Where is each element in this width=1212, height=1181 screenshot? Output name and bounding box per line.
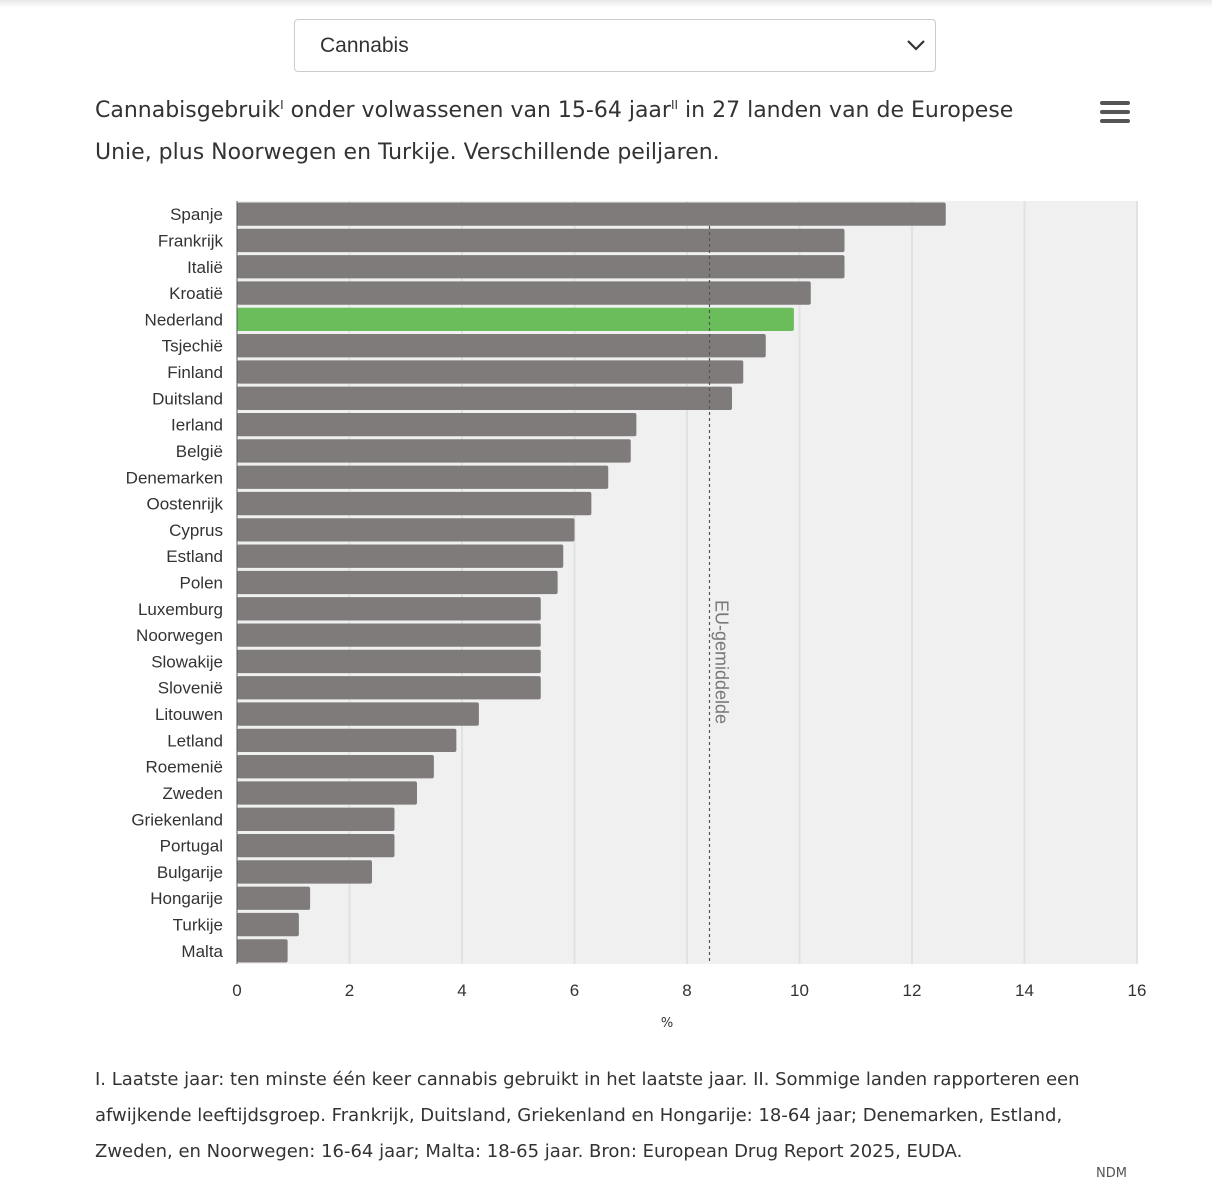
bar-chart: 0 2 4 6 8 10 12 14 16% Spanje Frankrijk Italië Kroat… xyxy=(126,201,1147,1031)
footnote: I. Laatste jaar: ten minste één keer can… xyxy=(95,1069,1080,1162)
category-label: Slovenië xyxy=(158,679,223,698)
bar-noorwegen xyxy=(237,623,541,647)
category-label: Hongarije xyxy=(150,889,223,908)
category-label: Zweden xyxy=(163,784,223,803)
bar-slowakije xyxy=(237,649,541,674)
category-label: Griekenland xyxy=(131,810,223,829)
bar-tsjechië xyxy=(237,334,766,358)
category-label: Litouwen xyxy=(155,705,223,724)
bar-oostenrijk xyxy=(237,491,592,516)
x-tick-label: 0 xyxy=(232,981,241,1000)
bar-roemenië xyxy=(237,755,434,779)
category-label: Italië xyxy=(187,258,223,277)
category-label: Tsjechië xyxy=(162,337,223,356)
bar-portugal xyxy=(237,833,395,858)
category-label: Denemarken xyxy=(126,468,223,487)
credit: NDM xyxy=(1096,1166,1127,1181)
x-tick-label: 6 xyxy=(570,981,579,1000)
category-label: België xyxy=(176,442,223,461)
substance-select[interactable]: Cannabis xyxy=(294,19,936,72)
bar-griekenland xyxy=(237,807,395,831)
category-label: Roemenië xyxy=(146,758,224,777)
bar-finland xyxy=(237,360,744,384)
substance-select-value: Cannabis xyxy=(320,33,409,57)
eu-average-label: EU-gemiddelde xyxy=(712,600,732,724)
bar-frankrijk xyxy=(237,228,845,253)
x-tick-label: 12 xyxy=(903,981,922,1000)
bar-estland xyxy=(237,544,564,568)
x-tick-label: 16 xyxy=(1128,981,1147,1000)
bar-letland xyxy=(237,728,457,753)
bar-zweden xyxy=(237,781,417,805)
category-label: Kroatië xyxy=(169,284,223,303)
bar-ierland xyxy=(237,412,637,437)
bar-malta xyxy=(237,939,288,963)
category-label: Cyprus xyxy=(169,521,223,540)
bar-polen xyxy=(237,570,558,595)
category-label: Malta xyxy=(181,942,223,961)
category-label: Estland xyxy=(166,547,223,566)
bar-denemarken xyxy=(237,465,609,489)
top-shadow xyxy=(0,0,1212,8)
bar-nederland xyxy=(237,307,794,332)
category-label: Duitsland xyxy=(152,389,223,408)
category-label: Noorwegen xyxy=(136,626,223,645)
bar-litouwen xyxy=(237,702,479,726)
category-label: Portugal xyxy=(160,837,223,856)
category-label: Ierland xyxy=(171,416,223,435)
category-label: Letland xyxy=(167,731,223,750)
bar-italië xyxy=(237,255,845,279)
category-label: Frankrijk xyxy=(158,231,224,250)
category-label: Polen xyxy=(180,574,223,593)
chart-title: CannabisgebruikI onder volwassenen van 1… xyxy=(95,98,1014,165)
x-tick-label: 8 xyxy=(682,981,691,1000)
category-label: Luxemburg xyxy=(138,600,223,619)
bar-hongarije xyxy=(237,886,311,910)
category-label: Slowakije xyxy=(151,652,223,671)
bar-spanje xyxy=(237,202,946,226)
x-axis-label: % xyxy=(661,1016,673,1031)
bar-bulgarije xyxy=(237,860,372,884)
category-label: Finland xyxy=(167,363,223,382)
bar-belgië xyxy=(237,439,631,463)
category-label: Oostenrijk xyxy=(146,495,223,514)
bar-slovenië xyxy=(237,676,541,700)
hamburger-menu-icon[interactable] xyxy=(1100,101,1130,125)
bar-luxemburg xyxy=(237,597,541,621)
chevron-down-icon xyxy=(907,40,925,51)
category-label: Nederland xyxy=(145,310,223,329)
bar-cyprus xyxy=(237,518,575,542)
x-tick-label: 2 xyxy=(345,981,354,1000)
category-label: Turkije xyxy=(173,916,223,935)
bar-turkije xyxy=(237,912,299,937)
x-tick-label: 14 xyxy=(1015,981,1034,1000)
category-label: Spanje xyxy=(170,205,223,224)
bar-kroatië xyxy=(237,281,811,305)
bar-duitsland xyxy=(237,386,732,410)
category-label: Bulgarije xyxy=(157,863,223,882)
x-tick-label: 4 xyxy=(457,981,466,1000)
x-tick-label: 10 xyxy=(790,981,809,1000)
